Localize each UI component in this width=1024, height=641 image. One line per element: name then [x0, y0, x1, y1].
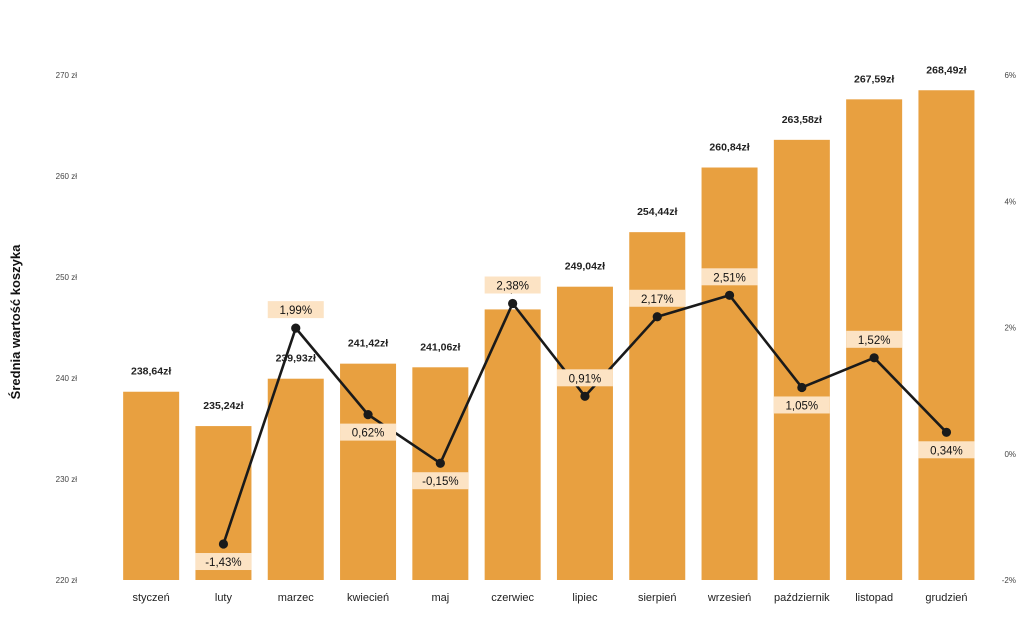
- x-category-label: lipiec: [572, 592, 598, 604]
- line-value-text: 1,99%: [279, 305, 312, 317]
- y-axis-right: -2% 0% 2% 4% 6%: [1002, 71, 1016, 585]
- line-value-labels: -1,43% 1,99% 0,62% -0,15% 2,38% 0,91% 2,17% 2,5…: [195, 268, 975, 571]
- label-box: [701, 268, 758, 286]
- bar: [701, 167, 758, 581]
- line-value-text: 2,51%: [713, 272, 746, 284]
- line-value-text: 1,05%: [786, 400, 819, 412]
- x-category-label: maj: [431, 592, 449, 604]
- bar-value-label: 260,84zł: [709, 142, 749, 154]
- line-value-text: 0,34%: [930, 445, 963, 457]
- x-category-label: czerwiec: [491, 592, 534, 604]
- label-box: [773, 396, 830, 414]
- y-right-tick-label: 2%: [1004, 324, 1016, 333]
- y-right-tick-label: 4%: [1004, 197, 1016, 206]
- line-point: [363, 410, 373, 420]
- label-box: [195, 553, 252, 571]
- bar-value-label: 268,49zł: [926, 64, 966, 76]
- bar-value-labels: 238,64zł 235,24zł 239,93zł 241,42zł 241,06zł…: [131, 64, 967, 412]
- x-category-label: kwiecień: [347, 592, 389, 604]
- line-value-text: 2,17%: [641, 294, 674, 306]
- line-value-label: 1,99%: [267, 301, 324, 319]
- y-right-tick-label: -2%: [1002, 576, 1016, 585]
- x-category-label: marzec: [278, 592, 315, 604]
- line-value-text: 0,91%: [569, 373, 602, 385]
- y-right-tick-label: 6%: [1004, 71, 1016, 80]
- line-value-label: 0,91%: [556, 369, 613, 387]
- bar-value-label: 241,06zł: [420, 341, 460, 353]
- line-value-label: 0,62%: [340, 423, 397, 441]
- y-right-tick-label: 0%: [1004, 450, 1016, 459]
- x-axis-categories: styczeń luty marzec kwiecień maj czerwiec lipi…: [133, 592, 968, 604]
- y-left-tick-label: 240 zł: [56, 374, 78, 383]
- line-value-label: 1,05%: [773, 396, 830, 414]
- label-box: [918, 441, 975, 459]
- bar-value-label: 235,24zł: [203, 400, 243, 412]
- bar: [484, 309, 541, 580]
- line-value-label: 1,52%: [846, 330, 903, 348]
- x-category-label: grudzień: [925, 592, 967, 604]
- label-box: [556, 369, 613, 387]
- label-box: [846, 330, 903, 348]
- label-box: [340, 423, 397, 441]
- line-value-label: 2,51%: [701, 268, 758, 286]
- y-axis-title: Średnia wartość koszyka: [8, 244, 23, 399]
- line-point: [218, 539, 229, 549]
- bar: [340, 363, 397, 580]
- bar: [629, 232, 686, 580]
- bar-value-label: 263,58zł: [782, 114, 822, 126]
- bar-value-label: 254,44zł: [637, 206, 677, 218]
- y-left-tick-label: 230 zł: [56, 475, 78, 484]
- line-value-label: -0,15%: [412, 472, 469, 490]
- bar: [556, 286, 613, 580]
- line-value-text: 1,52%: [858, 335, 891, 347]
- line-point: [869, 353, 879, 363]
- line-series: [218, 290, 952, 549]
- bar: [773, 139, 830, 581]
- bar: [918, 90, 975, 580]
- line-point: [797, 382, 807, 393]
- x-category-label: luty: [215, 592, 233, 604]
- line-value-label: 0,34%: [918, 441, 975, 459]
- x-category-label: listopad: [855, 592, 893, 604]
- y-left-tick-label: 220 zł: [56, 576, 78, 585]
- bar-value-label: 238,64zł: [131, 366, 171, 378]
- line-value-label: -1,43%: [195, 553, 252, 571]
- x-category-label: październik: [774, 592, 830, 604]
- line-point: [435, 458, 445, 468]
- label-box: [267, 301, 324, 319]
- x-category-label: wrzesień: [707, 592, 751, 604]
- y-left-tick-label: 250 zł: [56, 273, 78, 282]
- label-box: [629, 289, 686, 307]
- bar-value-label: 267,59zł: [854, 73, 894, 85]
- x-category-label: styczeń: [133, 592, 170, 604]
- y-left-tick-label: 260 zł: [56, 172, 78, 181]
- line-point: [508, 298, 518, 309]
- line-value-text: 0,62%: [352, 428, 385, 440]
- bar: [267, 378, 324, 580]
- bar-value-label: 241,42zł: [348, 338, 388, 350]
- bar-value-label: 249,04zł: [565, 261, 605, 273]
- line-value-text: -0,15%: [422, 476, 458, 488]
- label-box: [412, 472, 469, 490]
- line-point: [724, 290, 735, 300]
- line-value-text: 2,38%: [496, 281, 529, 293]
- line-point: [291, 323, 301, 333]
- y-axis-left: 220 zł 230 zł 240 zł 250 zł 260 zł 270 zł: [56, 71, 78, 585]
- bar: [123, 391, 180, 580]
- bar-value-label: 239,93zł: [276, 353, 316, 365]
- line-value-label: 2,38%: [484, 276, 541, 294]
- line-point: [580, 391, 590, 401]
- y-left-tick-label: 270 zł: [56, 71, 78, 80]
- line-point: [941, 427, 952, 437]
- line-point: [652, 312, 662, 322]
- line-value-label: 2,17%: [629, 289, 686, 307]
- label-box: [484, 276, 541, 294]
- line-value-text: -1,43%: [205, 557, 241, 569]
- x-category-label: sierpień: [638, 592, 677, 604]
